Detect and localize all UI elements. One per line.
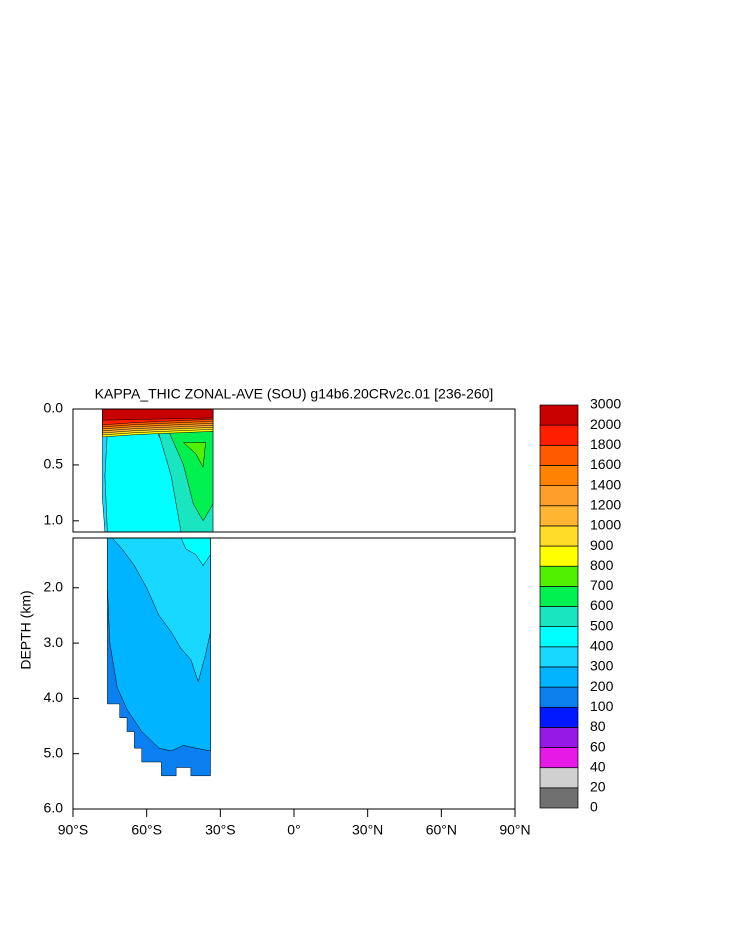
colorbar-box bbox=[539, 505, 579, 527]
chart-title: KAPPA_THIC ZONAL-AVE (SOU) g14b6.20CRv2c… bbox=[95, 386, 494, 402]
colorbar-label: 1800 bbox=[590, 436, 621, 452]
colorbar-label: 500 bbox=[590, 617, 614, 633]
colorbar-box bbox=[539, 565, 579, 587]
contour-region bbox=[102, 408, 214, 421]
colorbar-label: 400 bbox=[590, 638, 614, 654]
y-axis-label: DEPTH (km) bbox=[18, 590, 34, 669]
colorbar-box bbox=[539, 606, 579, 627]
colorbar-box bbox=[539, 485, 579, 507]
colorbar-label: 20 bbox=[590, 779, 606, 795]
colorbar-label: 0 bbox=[590, 799, 598, 815]
colorbar-label: 100 bbox=[590, 698, 614, 714]
colorbar-box bbox=[539, 767, 579, 789]
colorbar-label: 3000 bbox=[590, 396, 621, 412]
x-tick-label: 90°S bbox=[58, 822, 89, 838]
x-tick-label: 60°N bbox=[426, 822, 457, 838]
colorbar-label: 700 bbox=[590, 577, 614, 593]
colorbar-box bbox=[539, 706, 579, 728]
colorbar-label: 200 bbox=[590, 678, 614, 694]
colorbar-label: 600 bbox=[590, 597, 614, 613]
colorbar-label: 1600 bbox=[590, 456, 621, 472]
y-tick-label: 5.0 bbox=[44, 744, 64, 760]
colorbar-box bbox=[539, 686, 579, 708]
y-tick-label: 3.0 bbox=[44, 634, 64, 650]
colorbar-box bbox=[539, 525, 579, 547]
colorbar-box bbox=[539, 666, 579, 688]
colorbar-label: 900 bbox=[590, 537, 614, 553]
colorbar-box bbox=[539, 585, 579, 607]
y-tick-label: 1.0 bbox=[44, 512, 64, 528]
colorbar-label: 1400 bbox=[590, 476, 621, 492]
colorbar-box bbox=[539, 626, 579, 648]
colorbar-label: 2000 bbox=[590, 416, 621, 432]
colorbar-box bbox=[539, 444, 579, 466]
colorbar-label: 1000 bbox=[590, 517, 621, 533]
colorbar-box bbox=[539, 424, 579, 446]
colorbar-box bbox=[539, 465, 579, 486]
colorbar-box bbox=[539, 545, 579, 567]
y-tick-label: 6.0 bbox=[44, 800, 64, 816]
colorbar-label: 40 bbox=[590, 758, 606, 774]
contour-region bbox=[111, 537, 211, 683]
x-tick-label: 60°S bbox=[131, 822, 162, 838]
plot-frame bbox=[72, 408, 516, 533]
colorbar-label: 80 bbox=[590, 718, 606, 734]
colorbar-box bbox=[539, 747, 579, 769]
y-tick-label: 0.0 bbox=[44, 400, 64, 416]
colorbar-box bbox=[539, 727, 579, 748]
x-tick-label: 30°S bbox=[205, 822, 236, 838]
colorbar-label: 1200 bbox=[590, 496, 621, 512]
colorbar-label: 60 bbox=[590, 738, 606, 754]
x-tick-label: 30°N bbox=[352, 822, 383, 838]
colorbar-box bbox=[539, 787, 579, 809]
y-tick-label: 0.5 bbox=[44, 456, 64, 472]
colorbar-label: 800 bbox=[590, 557, 614, 573]
colorbar-box bbox=[539, 646, 579, 668]
y-tick-label: 4.0 bbox=[44, 689, 64, 705]
x-tick-label: 0° bbox=[287, 822, 300, 838]
x-tick-label: 90°N bbox=[499, 822, 530, 838]
contour-region bbox=[182, 442, 206, 468]
colorbar-label: 300 bbox=[590, 658, 614, 674]
y-tick-label: 2.0 bbox=[44, 578, 64, 594]
colorbar-box bbox=[539, 404, 579, 426]
